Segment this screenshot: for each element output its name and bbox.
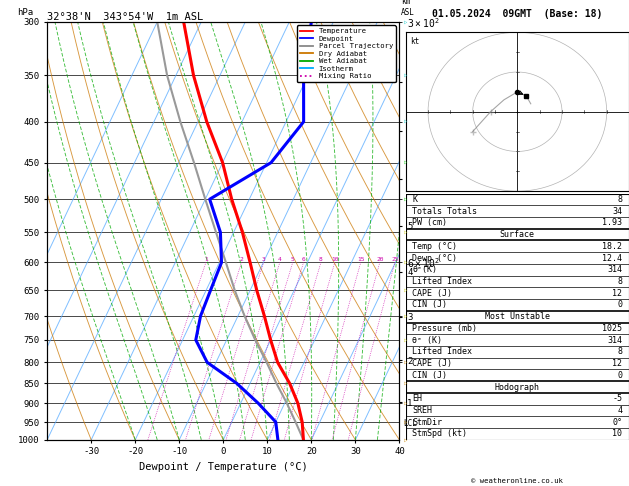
Text: 8: 8 [617, 195, 622, 204]
Text: SREH: SREH [413, 406, 432, 415]
Text: ▷: ▷ [404, 419, 408, 425]
Text: LCL: LCL [404, 419, 418, 428]
Text: 314: 314 [608, 265, 622, 274]
Text: 1.93: 1.93 [603, 218, 622, 227]
Text: 8: 8 [617, 347, 622, 356]
Text: Most Unstable: Most Unstable [485, 312, 550, 321]
Text: ▷: ▷ [404, 401, 408, 406]
Text: θᵉ(K): θᵉ(K) [413, 265, 437, 274]
Text: Temp (°C): Temp (°C) [413, 242, 457, 251]
Text: 01.05.2024  09GMT  (Base: 18): 01.05.2024 09GMT (Base: 18) [432, 9, 603, 19]
Text: CAPE (J): CAPE (J) [413, 289, 452, 298]
Text: ▷: ▷ [404, 313, 408, 318]
Text: 5: 5 [291, 258, 294, 262]
Text: 34: 34 [612, 207, 622, 216]
Text: ▷: ▷ [404, 337, 408, 343]
Text: 4: 4 [617, 406, 622, 415]
Text: θᵉ (K): θᵉ (K) [413, 336, 442, 345]
Text: PW (cm): PW (cm) [413, 218, 447, 227]
Text: ▷: ▷ [404, 19, 408, 24]
Text: 18.2: 18.2 [603, 242, 622, 251]
Text: © weatheronline.co.uk: © weatheronline.co.uk [471, 478, 564, 484]
Text: ▷: ▷ [404, 160, 408, 165]
Text: hPa: hPa [17, 8, 33, 17]
Text: 3: 3 [262, 258, 265, 262]
Text: 10: 10 [612, 430, 622, 438]
Text: Hodograph: Hodograph [495, 382, 540, 392]
Text: 8: 8 [319, 258, 323, 262]
Legend: Temperature, Dewpoint, Parcel Trajectory, Dry Adiabat, Wet Adiabat, Isotherm, Mi: Temperature, Dewpoint, Parcel Trajectory… [297, 25, 396, 82]
Text: ▷: ▷ [404, 360, 408, 365]
Text: Lifted Index: Lifted Index [413, 347, 472, 356]
Text: ▷: ▷ [404, 119, 408, 124]
Text: 32°38'N  343°54'W  1m ASL: 32°38'N 343°54'W 1m ASL [47, 12, 203, 22]
Text: 10: 10 [331, 258, 338, 262]
Text: 25: 25 [391, 258, 399, 262]
Text: 0°: 0° [612, 418, 622, 427]
Text: Pressure (mb): Pressure (mb) [413, 324, 477, 333]
Text: 12: 12 [612, 359, 622, 368]
Text: 4: 4 [278, 258, 282, 262]
Text: ▷: ▷ [404, 73, 408, 78]
Text: CIN (J): CIN (J) [413, 300, 447, 310]
Text: 1: 1 [204, 258, 208, 262]
Text: CIN (J): CIN (J) [413, 371, 447, 380]
Text: 12: 12 [612, 289, 622, 298]
Text: Totals Totals: Totals Totals [413, 207, 477, 216]
Text: 0: 0 [617, 300, 622, 310]
Text: 1025: 1025 [603, 324, 622, 333]
Text: ▷: ▷ [404, 197, 408, 202]
Text: -5: -5 [612, 394, 622, 403]
Text: ▷: ▷ [404, 288, 408, 293]
Text: kt: kt [410, 37, 420, 46]
Text: 8: 8 [617, 277, 622, 286]
Text: 20: 20 [376, 258, 384, 262]
Text: CAPE (J): CAPE (J) [413, 359, 452, 368]
Text: Dewp (°C): Dewp (°C) [413, 254, 457, 262]
Text: km
ASL: km ASL [401, 0, 415, 17]
Text: K: K [413, 195, 418, 204]
Text: Lifted Index: Lifted Index [413, 277, 472, 286]
Text: ▷: ▷ [404, 381, 408, 386]
Text: 314: 314 [608, 336, 622, 345]
Text: 6: 6 [302, 258, 305, 262]
Text: ▷: ▷ [404, 230, 408, 235]
Text: 0: 0 [617, 371, 622, 380]
Text: ▷: ▷ [404, 260, 408, 265]
Text: StmDir: StmDir [413, 418, 442, 427]
Text: 2: 2 [240, 258, 243, 262]
Text: EH: EH [413, 394, 423, 403]
Text: 15: 15 [357, 258, 364, 262]
Text: 12.4: 12.4 [603, 254, 622, 262]
Text: ▷: ▷ [404, 437, 408, 442]
X-axis label: Dewpoint / Temperature (°C): Dewpoint / Temperature (°C) [139, 462, 308, 472]
Text: Surface: Surface [500, 230, 535, 239]
Text: StmSpd (kt): StmSpd (kt) [413, 430, 467, 438]
